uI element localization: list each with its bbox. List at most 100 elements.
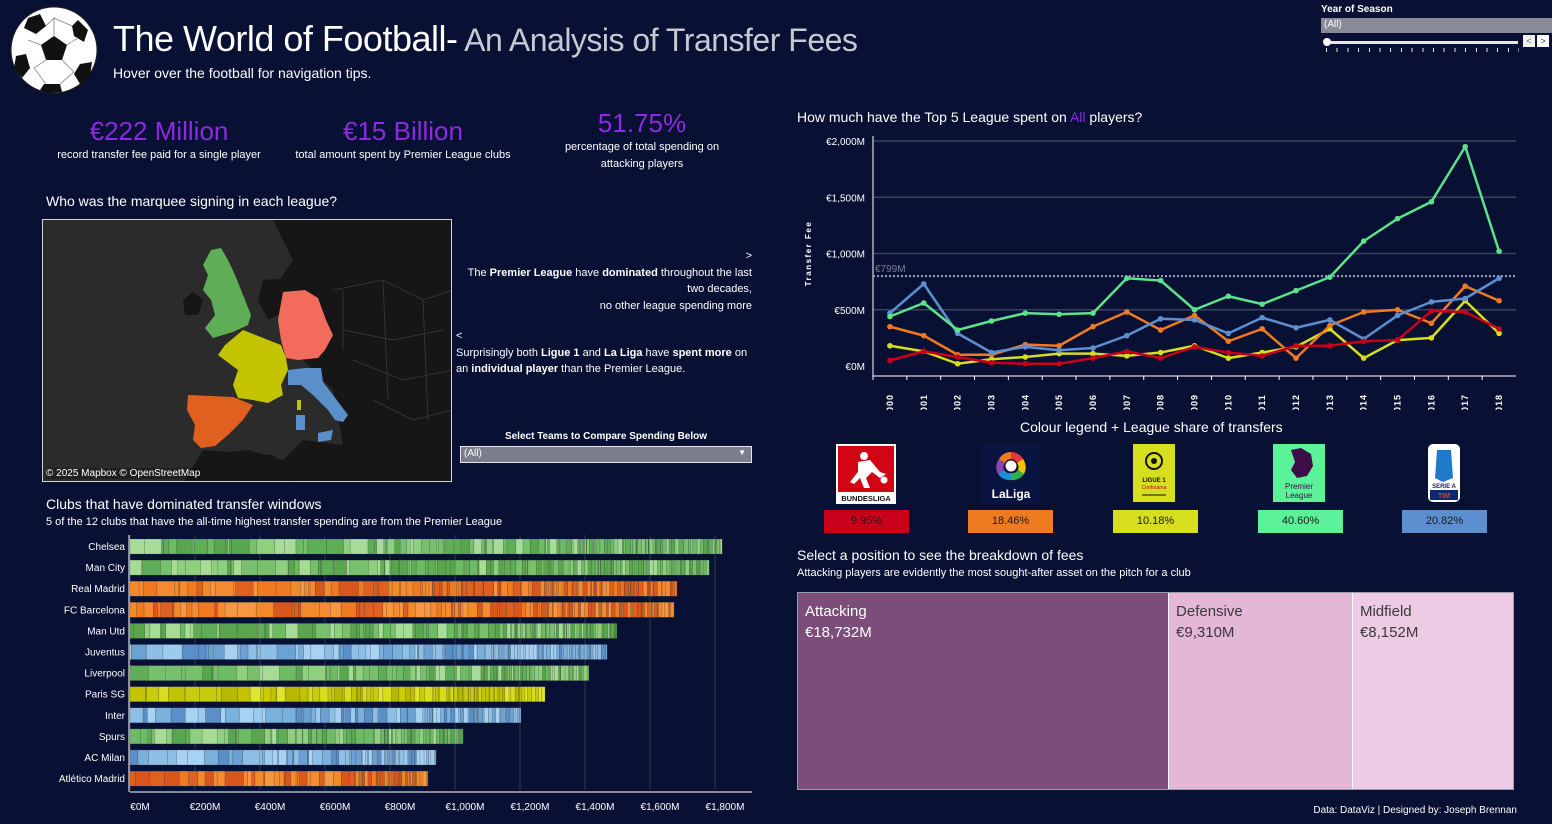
data-point[interactable] — [1428, 320, 1435, 327]
bar-segment[interactable] — [262, 665, 280, 681]
bar-segment[interactable] — [566, 538, 572, 555]
bar-segment[interactable] — [495, 707, 501, 724]
bar-segment[interactable] — [326, 728, 336, 745]
bar-segment[interactable] — [416, 665, 421, 681]
bar-segment[interactable] — [163, 538, 170, 555]
bar-segment[interactable] — [297, 602, 302, 618]
map-spain[interactable] — [187, 395, 253, 448]
bar-segment[interactable] — [436, 602, 442, 618]
bar-segment[interactable] — [446, 707, 452, 724]
la-liga-logo[interactable]: LaLiga — [981, 444, 1041, 504]
bar-segment[interactable] — [572, 665, 577, 681]
prev-note-arrow[interactable]: < — [456, 330, 463, 342]
bar-segment[interactable] — [388, 728, 392, 745]
bar-segment[interactable] — [474, 623, 479, 639]
bar-inter[interactable] — [129, 707, 522, 724]
bar-segment[interactable] — [522, 559, 527, 576]
treemap-tile-attacking[interactable]: Attacking €18,732M — [798, 593, 1169, 789]
bar-segment[interactable] — [186, 602, 193, 618]
bar-segment[interactable] — [592, 644, 596, 660]
bar-segment[interactable] — [317, 559, 321, 576]
bar-segment[interactable] — [225, 538, 228, 555]
bar-segment[interactable] — [264, 770, 275, 787]
bar-segment[interactable] — [394, 538, 401, 555]
data-point[interactable] — [1090, 323, 1096, 330]
bar-segment[interactable] — [454, 707, 459, 724]
bar-segment[interactable] — [184, 623, 191, 639]
bar-segment[interactable] — [146, 686, 160, 702]
bar-segment[interactable] — [706, 559, 710, 576]
bar-segment[interactable] — [560, 665, 566, 681]
bar-segment[interactable] — [326, 538, 344, 555]
bar-segment[interactable] — [296, 665, 303, 681]
bar-segment[interactable] — [484, 644, 492, 660]
bar-segment[interactable] — [129, 538, 145, 555]
bar-segment[interactable] — [135, 770, 150, 787]
bar-segment[interactable] — [497, 686, 500, 702]
bar-segment[interactable] — [294, 602, 299, 618]
bar-segment[interactable] — [569, 602, 573, 618]
data-point[interactable] — [1090, 345, 1096, 351]
bar-segment[interactable] — [241, 559, 258, 576]
bar-segment[interactable] — [173, 602, 182, 618]
bar-segment[interactable] — [330, 602, 342, 618]
bar-segment[interactable] — [517, 623, 521, 639]
bar-segment[interactable] — [357, 686, 361, 702]
bar-segment[interactable] — [527, 559, 537, 576]
data-point[interactable] — [1428, 198, 1435, 205]
bar-segment[interactable] — [424, 602, 432, 618]
bar-segment[interactable] — [419, 686, 425, 702]
bar-segment[interactable] — [129, 770, 136, 787]
bar-segment[interactable] — [414, 644, 418, 660]
bar-segment[interactable] — [567, 580, 573, 597]
bar-segment[interactable] — [458, 580, 462, 597]
bar-segment[interactable] — [129, 602, 137, 618]
bar-segment[interactable] — [590, 644, 594, 660]
bar-segment[interactable] — [613, 559, 618, 576]
bar-segment[interactable] — [299, 770, 308, 787]
bar-segment[interactable] — [428, 728, 432, 745]
bar-segment[interactable] — [536, 623, 542, 639]
bar-segment[interactable] — [363, 580, 374, 597]
bar-segment[interactable] — [567, 623, 571, 639]
europe-map[interactable]: © 2025 Mapbox © OpenStreetMap — [42, 219, 452, 482]
bar-segment[interactable] — [487, 665, 491, 681]
bar-segment[interactable] — [412, 538, 423, 555]
data-point[interactable] — [1394, 337, 1401, 343]
bar-segment[interactable] — [561, 580, 565, 597]
bar-segment[interactable] — [683, 538, 689, 555]
data-point[interactable] — [1327, 274, 1333, 280]
bar-segment[interactable] — [374, 728, 382, 745]
bar-segment[interactable] — [268, 623, 274, 639]
bar-segment[interactable] — [649, 538, 654, 555]
bar-segment[interactable] — [302, 728, 309, 745]
bar-segment[interactable] — [199, 686, 217, 702]
bar-segment[interactable] — [303, 707, 311, 724]
bar-segment[interactable] — [334, 623, 343, 639]
next-note-arrow[interactable]: > — [745, 250, 752, 262]
bar-segment[interactable] — [445, 665, 456, 681]
data-point[interactable] — [1157, 277, 1164, 284]
bar-segment[interactable] — [629, 538, 633, 555]
bar-segment[interactable] — [324, 580, 332, 597]
bar-segment[interactable] — [403, 728, 409, 745]
bar-segment[interactable] — [436, 538, 439, 555]
bar-segment[interactable] — [510, 559, 517, 576]
bar-segment[interactable] — [288, 559, 296, 576]
bar-segment[interactable] — [148, 749, 169, 766]
data-point[interactable] — [1259, 314, 1265, 321]
bar-segment[interactable] — [348, 665, 354, 681]
bar-segment[interactable] — [550, 665, 553, 681]
bar-segment[interactable] — [287, 728, 296, 745]
bar-segment[interactable] — [308, 749, 313, 766]
bar-segment[interactable] — [394, 770, 399, 787]
bar-segment[interactable] — [676, 559, 681, 576]
bar-paris-sg[interactable] — [129, 686, 546, 702]
data-point[interactable] — [1157, 349, 1164, 356]
bar-segment[interactable] — [476, 644, 485, 660]
bar-segment[interactable] — [395, 749, 400, 766]
bar-segment[interactable] — [423, 623, 427, 639]
bar-segment[interactable] — [666, 559, 671, 576]
bar-segment[interactable] — [204, 770, 214, 787]
bar-segment[interactable] — [540, 602, 546, 618]
